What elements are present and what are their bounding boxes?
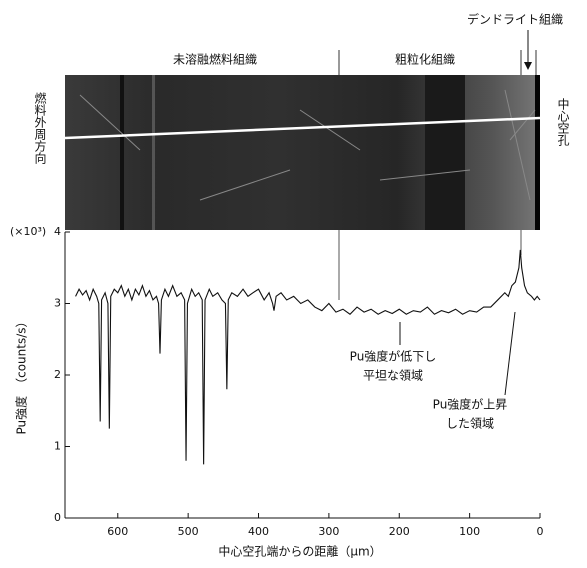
y-tick-label: 4 bbox=[54, 225, 61, 238]
y-tick-label: 2 bbox=[54, 368, 61, 381]
side-label: 燃料外周方向 bbox=[33, 91, 47, 164]
micrograph: 未溶融燃料組織 粗粒化組織 デンドライト組織 燃料外周方向 中心空孔 bbox=[33, 12, 570, 301]
micrograph-image bbox=[65, 75, 540, 230]
annotation: Pu強度が低下し bbox=[350, 349, 437, 364]
texture bbox=[152, 75, 155, 230]
x-tick-label: 100 bbox=[459, 525, 480, 538]
arrow-head bbox=[524, 62, 532, 70]
x-tick-label: 200 bbox=[389, 525, 410, 538]
figure: 未溶融燃料組織 粗粒化組織 デンドライト組織 燃料外周方向 中心空孔 (×10³… bbox=[0, 0, 587, 568]
x-axis-label: 中心空孔端からの距離（μm） bbox=[218, 544, 381, 559]
region-label: デンドライト組織 bbox=[467, 12, 563, 27]
annotation: 平坦な領域 bbox=[363, 368, 423, 383]
texture bbox=[535, 75, 540, 230]
x-tick-label: 600 bbox=[107, 525, 128, 538]
y-tick-label: 0 bbox=[54, 511, 61, 524]
side-label: 中心空孔 bbox=[556, 97, 570, 146]
x-tick-label: 300 bbox=[318, 525, 339, 538]
region-label: 粗粒化組織 bbox=[395, 52, 455, 67]
texture bbox=[120, 75, 124, 230]
x-tick-label: 400 bbox=[248, 525, 269, 538]
y-unit-label: (×10³) bbox=[10, 225, 46, 238]
y-tick-label: 1 bbox=[54, 440, 61, 453]
region-label: 未溶融燃料組織 bbox=[173, 52, 257, 67]
texture bbox=[425, 75, 465, 230]
y-tick-label: 3 bbox=[54, 297, 61, 310]
annotation: Pu強度が上昇 bbox=[433, 397, 508, 412]
x-tick-label: 0 bbox=[537, 525, 544, 538]
y-axis-label: Pu強度 （counts/s） bbox=[14, 315, 29, 434]
data-line bbox=[76, 250, 540, 465]
annotation: した領域 bbox=[446, 416, 494, 431]
x-tick-label: 500 bbox=[178, 525, 199, 538]
arrow bbox=[505, 312, 515, 395]
